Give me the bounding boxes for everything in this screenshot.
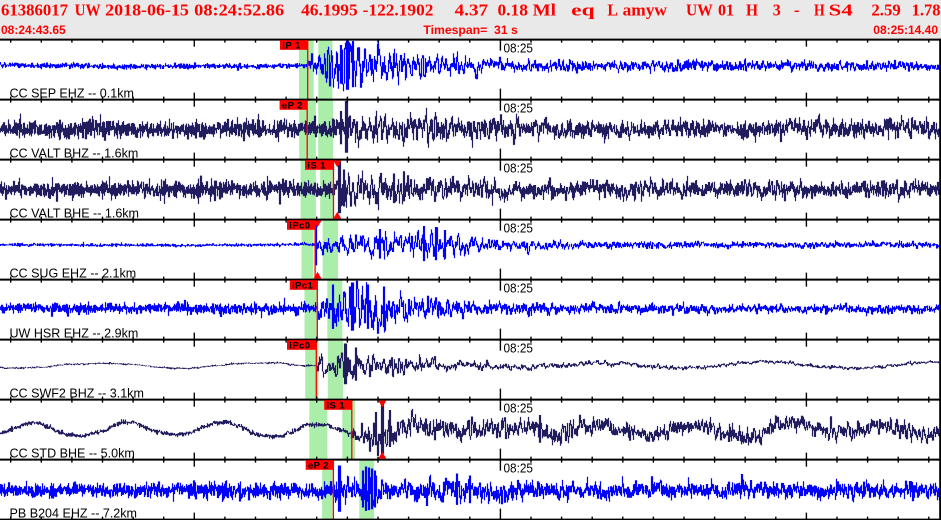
svg-text:1.78: 1.78	[912, 1, 941, 20]
svg-text:UW: UW	[75, 1, 101, 20]
svg-text:08:25: 08:25	[504, 220, 534, 235]
svg-text:-: -	[794, 1, 799, 20]
svg-text:iPc1: iPc1	[292, 281, 313, 292]
svg-text:Timespan= 31 s: Timespan= 31 s	[423, 23, 518, 37]
svg-text:iS 1: iS 1	[307, 161, 326, 172]
svg-text:S4: S4	[829, 1, 853, 20]
svg-text:0.18: 0.18	[498, 1, 528, 20]
svg-text:01: 01	[718, 1, 734, 20]
svg-text:4.37: 4.37	[455, 1, 489, 20]
svg-text:08:25: 08:25	[504, 280, 534, 295]
svg-text:46.1995: 46.1995	[301, 1, 358, 20]
svg-text:iPc0: iPc0	[289, 221, 310, 232]
svg-text:CC VALT BHE -- 1.6km: CC VALT BHE -- 1.6km	[10, 205, 140, 220]
svg-text:08:25: 08:25	[504, 160, 534, 175]
svg-text:CC SUG EHZ -- 2.1km: CC SUG EHZ -- 2.1km	[10, 265, 137, 280]
svg-text:08:25: 08:25	[504, 40, 534, 55]
svg-text:H: H	[746, 1, 758, 20]
svg-text:amyw: amyw	[623, 1, 667, 20]
svg-text:Ml: Ml	[533, 1, 557, 20]
svg-text:iPc0: iPc0	[289, 341, 310, 352]
svg-text:61386017: 61386017	[1, 1, 68, 20]
svg-text:08:24:43.65: 08:24:43.65	[1, 23, 66, 37]
svg-text:PB B204 EHZ -- 7.2km: PB B204 EHZ -- 7.2km	[10, 505, 138, 520]
svg-text:2018-06-15: 2018-06-15	[105, 1, 189, 20]
svg-text:08:25: 08:25	[504, 460, 534, 475]
svg-text:08:25: 08:25	[504, 100, 534, 115]
svg-text:08:24:52.86: 08:24:52.86	[194, 1, 284, 20]
svg-text:08:25:14.40: 08:25:14.40	[873, 23, 938, 37]
svg-text:-122.1902: -122.1902	[363, 1, 434, 20]
svg-text:eP 2: eP 2	[282, 101, 303, 112]
svg-text:L: L	[607, 1, 618, 20]
svg-text:UW: UW	[686, 1, 713, 20]
svg-text:CC SWF2 BHZ -- 3.1km: CC SWF2 BHZ -- 3.1km	[10, 385, 144, 400]
svg-text:08:25: 08:25	[504, 340, 534, 355]
svg-text:CC VALT BHZ -- 1.6km: CC VALT BHZ -- 1.6km	[10, 145, 139, 160]
svg-text:iS 1: iS 1	[327, 401, 346, 412]
svg-text:2.59: 2.59	[871, 1, 900, 20]
svg-text:iP 1: iP 1	[282, 41, 301, 52]
svg-text:UW HSR EHZ -- 2.9km: UW HSR EHZ -- 2.9km	[10, 325, 139, 340]
svg-text:3: 3	[773, 1, 781, 20]
svg-text:08:25: 08:25	[504, 400, 534, 415]
svg-text:H: H	[814, 1, 825, 20]
svg-text:eq: eq	[571, 1, 596, 20]
svg-text:eP 2: eP 2	[308, 461, 329, 472]
